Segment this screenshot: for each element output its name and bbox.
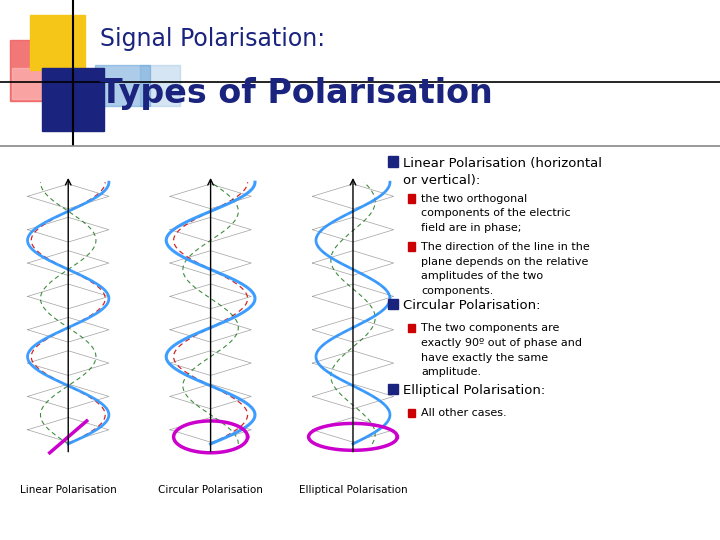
Text: Types of Polarisation: Types of Polarisation (100, 77, 492, 110)
Bar (389, 299, 397, 309)
Text: Signal Polarisation:: Signal Polarisation: (100, 27, 325, 51)
Text: the two orthogonal: the two orthogonal (421, 194, 528, 204)
Text: components of the electric: components of the electric (421, 208, 571, 218)
Bar (408, 324, 415, 332)
Text: Elliptical Polarisation: Elliptical Polarisation (299, 485, 408, 495)
Text: All other cases.: All other cases. (421, 408, 507, 418)
Bar (30, 15, 85, 70)
Text: exactly 90º out of phase and: exactly 90º out of phase and (421, 338, 582, 348)
Bar (408, 194, 415, 202)
Text: field are in phase;: field are in phase; (421, 223, 521, 233)
Text: Circular Polarisation:: Circular Polarisation: (403, 299, 541, 313)
Text: amplitude.: amplitude. (421, 368, 482, 377)
Bar (12, 69, 42, 98)
Text: Elliptical Polarisation:: Elliptical Polarisation: (403, 384, 546, 397)
Bar (408, 409, 415, 417)
Text: Linear Polarisation (horizontal: Linear Polarisation (horizontal (403, 157, 602, 170)
Text: The direction of the line in the: The direction of the line in the (421, 242, 590, 252)
Text: components.: components. (421, 286, 494, 296)
Bar (408, 242, 415, 251)
Bar (10, 40, 70, 100)
Text: Circular Polarisation: Circular Polarisation (158, 485, 263, 495)
Text: plane depends on the relative: plane depends on the relative (421, 256, 589, 267)
Bar (389, 156, 397, 167)
Bar (42, 69, 104, 131)
Text: amplitudes of the two: amplitudes of the two (421, 271, 544, 281)
Bar (389, 384, 397, 394)
Bar (95, 65, 150, 106)
Text: or vertical):: or vertical): (403, 174, 480, 187)
Text: have exactly the same: have exactly the same (421, 353, 549, 363)
Text: Linear Polarisation: Linear Polarisation (20, 485, 117, 495)
Bar (140, 65, 180, 106)
Text: The two components are: The two components are (421, 323, 559, 333)
